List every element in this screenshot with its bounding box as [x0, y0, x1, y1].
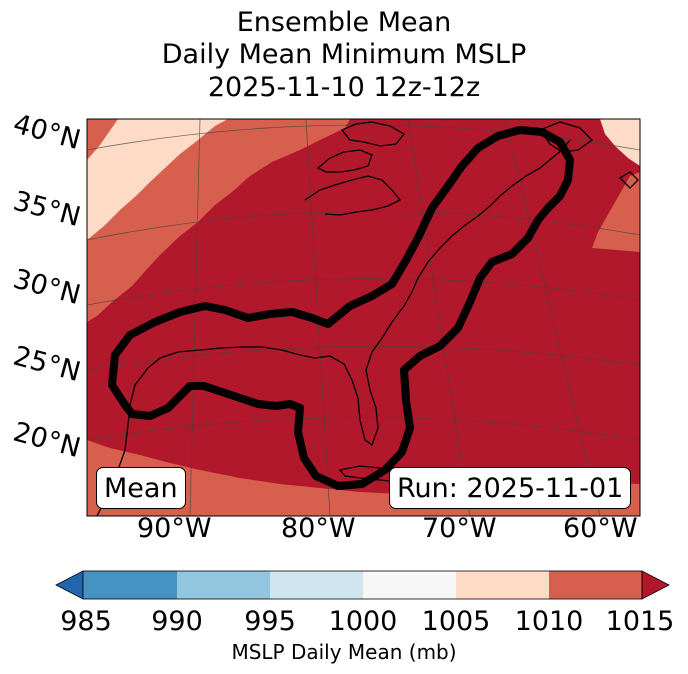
title-line-3: 2025-11-10 12z-12z: [207, 72, 481, 103]
colorbar-extend-high: [641, 570, 670, 600]
colorbar-tick-990: 990: [151, 606, 203, 637]
lon-label-70w: 70°W: [422, 513, 497, 544]
colorbar-segment-990-995: [177, 571, 270, 599]
pressure-band-1010-1015-east: [592, 172, 640, 252]
pressure-band-1005-1010-east: [600, 119, 640, 166]
colorbar-label: MSLP Daily Mean (mb): [231, 640, 457, 664]
pressure-band-1005-1010-west: [87, 119, 228, 240]
colorbar-segment-985-990: [83, 571, 177, 599]
lon-label-60w: 60°W: [563, 513, 638, 544]
colorbar-tick-1000: 1000: [328, 606, 398, 637]
mean-contour: [108, 126, 574, 490]
title-line-2: Daily Mean Minimum MSLP: [161, 39, 527, 70]
colorbar-tick-1010: 1010: [514, 606, 584, 637]
run-date-box: Run: 2025-11-01: [389, 467, 632, 509]
colorbar-tick-1005: 1005: [421, 606, 491, 637]
colorbar-tick-985: 985: [60, 606, 112, 637]
colorbar-segment-995-1000: [270, 571, 363, 599]
colorbar-tick-1015: 1015: [605, 606, 675, 637]
lon-label-90w: 90°W: [137, 513, 212, 544]
colorbar-tick-995: 995: [244, 606, 296, 637]
colorbar-extend-low: [55, 570, 84, 600]
colorbar-segment-1005-1010: [456, 571, 549, 599]
title-line-1: Ensemble Mean: [236, 7, 452, 38]
colorbar-segment-1000-1005: [363, 571, 456, 599]
colorbar-segment-1010-1015: [549, 571, 642, 599]
map-frame: [86, 118, 641, 517]
mean-label-box: Mean: [96, 467, 186, 509]
lon-label-80w: 80°W: [281, 513, 356, 544]
